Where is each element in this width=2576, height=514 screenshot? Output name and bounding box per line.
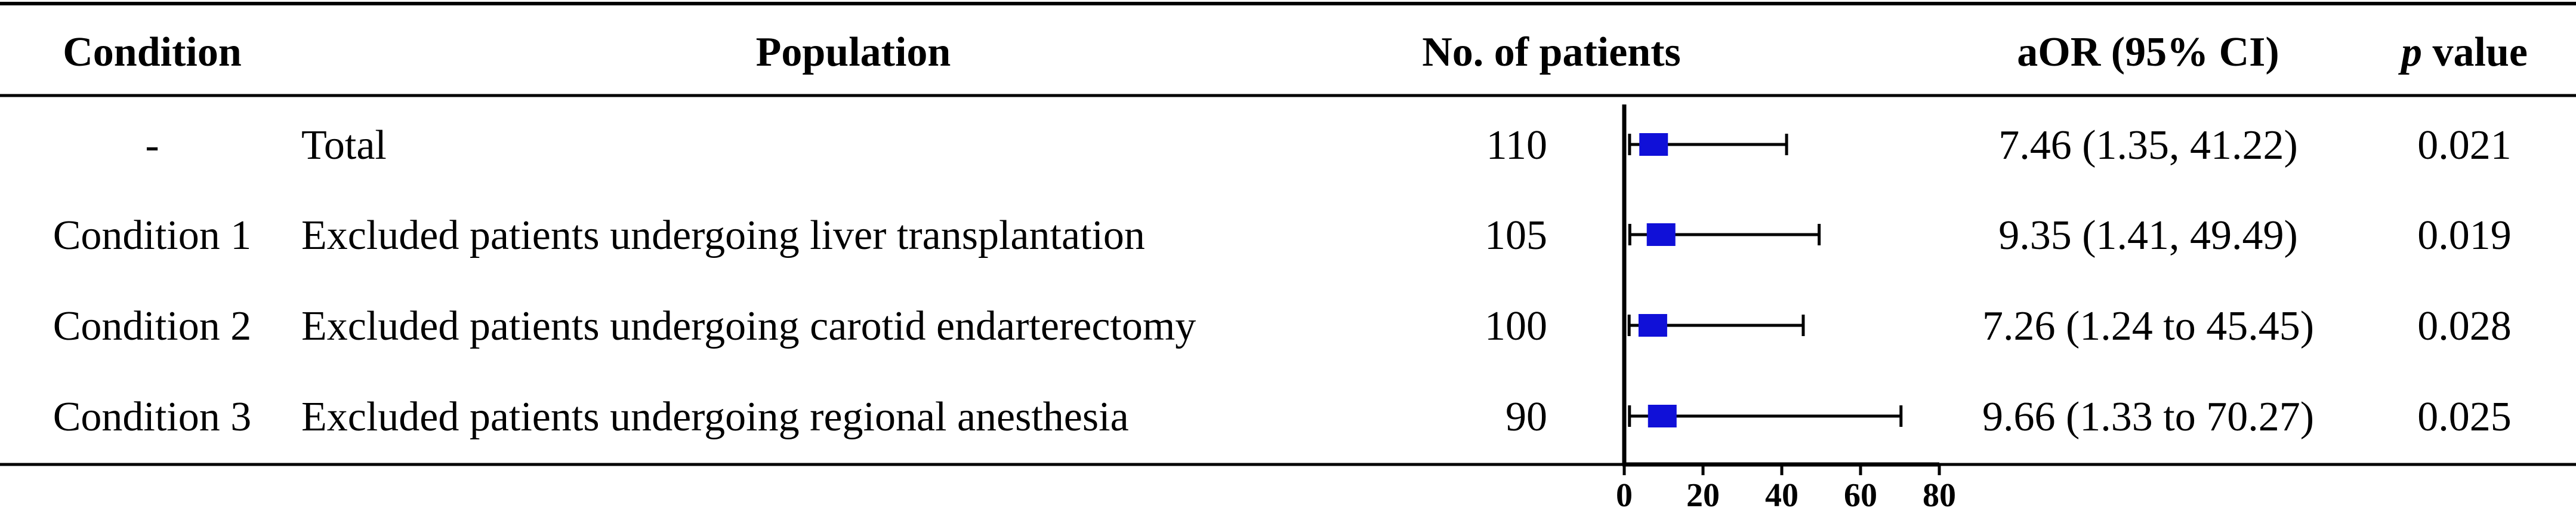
cell-p-value: 0.019 — [2417, 213, 2512, 258]
table-rows: - Total 110 7.46 (1.35, 41.22) 0.021 Conditio… — [53, 122, 2512, 440]
cell-aor: 7.46 (1.35, 41.22) — [1998, 122, 2298, 168]
cell-p-value: 0.021 — [2417, 122, 2512, 168]
table-row: Condition 2 Excluded patients undergoing … — [53, 303, 2512, 349]
header-condition: Condition — [63, 29, 242, 75]
table-row: Condition 1 Excluded patients undergoing … — [53, 213, 2512, 258]
header-p-value: p value — [2398, 29, 2528, 75]
cell-patients: 90 — [1506, 394, 1547, 440]
cell-aor: 9.35 (1.41, 49.49) — [1998, 213, 2298, 258]
cell-population: Total — [301, 122, 387, 168]
plot-area: 0 20 40 60 80 — [1616, 104, 1956, 514]
header-p-italic: p — [2398, 29, 2422, 75]
header-patients: No. of patients — [1422, 29, 1681, 75]
x-tick-label: 80 — [1923, 477, 1956, 514]
point-estimate-marker — [1639, 133, 1668, 156]
cell-condition: Condition 2 — [53, 303, 252, 349]
table-row: Condition 3 Excluded patients undergoing … — [53, 394, 2512, 440]
cell-condition: Condition 1 — [53, 213, 252, 258]
cell-patients: 105 — [1485, 213, 1547, 258]
cell-aor: 9.66 (1.33 to 70.27) — [1982, 394, 2314, 440]
header-aor: aOR (95% CI) — [2017, 29, 2279, 75]
cell-condition: - — [145, 122, 159, 168]
cell-population: Excluded patients undergoing regional an… — [301, 394, 1129, 440]
x-tick-label: 60 — [1844, 477, 1877, 514]
cell-aor: 7.26 (1.24 to 45.45) — [1982, 303, 2314, 349]
cell-population: Excluded patients undergoing carotid end… — [301, 303, 1196, 349]
point-estimate-marker — [1648, 405, 1677, 427]
table-row: - Total 110 7.46 (1.35, 41.22) 0.021 — [145, 122, 2511, 168]
x-tick-label: 20 — [1686, 477, 1720, 514]
cell-condition: Condition 3 — [53, 394, 252, 440]
cell-population: Excluded patients undergoing liver trans… — [301, 213, 1145, 258]
point-estimate-marker — [1638, 314, 1667, 337]
cell-patients: 110 — [1486, 122, 1547, 168]
cell-p-value: 0.028 — [2417, 303, 2512, 349]
point-estimate-marker — [1646, 223, 1676, 246]
x-tick-label: 40 — [1765, 477, 1798, 514]
header-p-rest: value — [2422, 29, 2528, 75]
cell-patients: 100 — [1485, 303, 1547, 349]
cell-p-value: 0.025 — [2417, 394, 2512, 440]
x-tick-label: 0 — [1616, 477, 1633, 514]
header-population: Population — [756, 29, 951, 75]
